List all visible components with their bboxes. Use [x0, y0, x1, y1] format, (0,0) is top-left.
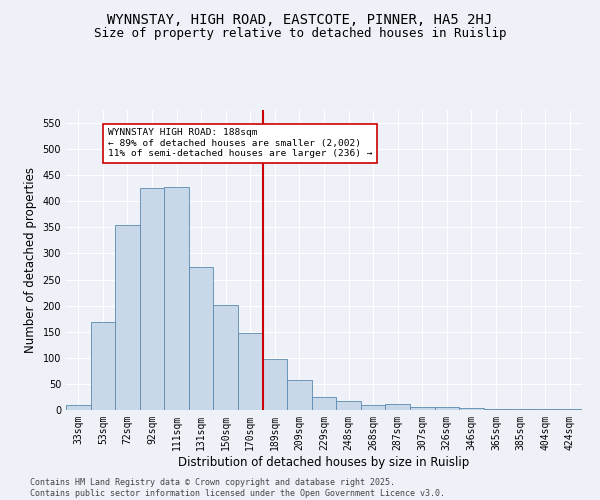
Bar [189, 266, 214, 410]
Bar [91, 322, 115, 410]
Bar [287, 380, 312, 410]
X-axis label: Distribution of detached houses by size in Ruislip: Distribution of detached houses by size … [178, 456, 470, 468]
Text: Contains HM Land Registry data © Crown copyright and database right 2025.
Contai: Contains HM Land Registry data © Crown c… [30, 478, 445, 498]
Bar [336, 400, 361, 410]
Bar [66, 405, 91, 410]
Bar [164, 186, 189, 410]
Bar [434, 408, 459, 410]
Bar [312, 397, 336, 410]
Bar [214, 304, 238, 410]
Bar [361, 405, 385, 410]
Bar [459, 408, 484, 410]
Bar [140, 188, 164, 410]
Bar [263, 359, 287, 410]
Bar [508, 409, 533, 410]
Bar [385, 404, 410, 410]
Bar [115, 225, 140, 410]
Bar [238, 333, 263, 410]
Bar [410, 407, 434, 410]
Text: WYNNSTAY HIGH ROAD: 188sqm
← 89% of detached houses are smaller (2,002)
11% of s: WYNNSTAY HIGH ROAD: 188sqm ← 89% of deta… [108, 128, 372, 158]
Y-axis label: Number of detached properties: Number of detached properties [24, 167, 37, 353]
Text: Size of property relative to detached houses in Ruislip: Size of property relative to detached ho… [94, 28, 506, 40]
Text: WYNNSTAY, HIGH ROAD, EASTCOTE, PINNER, HA5 2HJ: WYNNSTAY, HIGH ROAD, EASTCOTE, PINNER, H… [107, 12, 493, 26]
